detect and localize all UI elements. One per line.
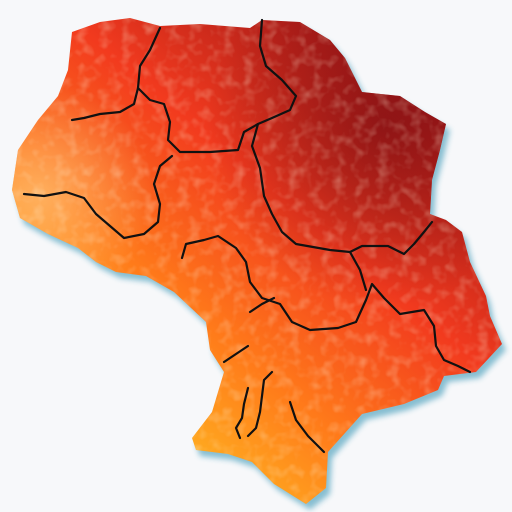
region-border	[22, 154, 174, 240]
region-border	[234, 386, 250, 440]
region-border	[248, 296, 276, 314]
region-border	[222, 344, 250, 364]
region-border	[70, 26, 162, 122]
region-border	[288, 400, 326, 454]
region-border	[136, 86, 260, 154]
region-border	[180, 234, 472, 374]
region-borders	[22, 18, 472, 454]
region-border	[348, 250, 368, 292]
region-border	[250, 18, 434, 256]
region-border	[246, 370, 274, 438]
